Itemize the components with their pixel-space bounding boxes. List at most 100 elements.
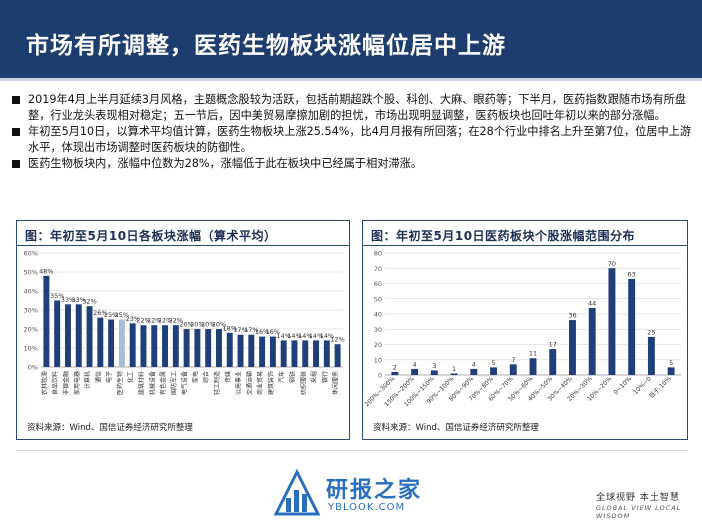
logo-url: YBLOOK.COM	[328, 502, 406, 513]
sector-gain-chart-panel: 图：年初至5月10日各板块涨幅（算术平均） 0% 10% 20% 30% 40% 50% 6…	[16, 220, 350, 440]
y-tick-label: 30	[374, 326, 382, 334]
data-label: 11	[529, 350, 537, 358]
x-tick-label: 非银金融	[62, 371, 70, 395]
data-label: 32%	[82, 298, 96, 306]
x-tick-label: 农林牧渔	[40, 371, 48, 395]
bullet-item: 2019年4月上半月延续3月风格，主题概念股较为活跃，包括前期超跌个股、科创、大…	[10, 92, 692, 124]
bullet-item: 年初至5月10日，以算术平均值计算，医药生物板块上涨25.54%，比4月月报有所…	[10, 124, 692, 156]
stock-distribution-chart-panel: 图：年初至5月10日医药板块个股涨幅范围分布 0 10 20 30 40 50 60 70 80…	[362, 220, 688, 440]
bar	[334, 344, 341, 367]
x-tick-label: 低于-10%	[647, 375, 672, 400]
x-tick-label: 采掘	[310, 371, 318, 383]
x-tick-label: 休闲服务	[332, 371, 340, 395]
y-tick-label: 20%	[24, 326, 38, 334]
x-tick-label: 商业贸易	[256, 371, 264, 395]
x-tick-label: 医药生物	[116, 371, 124, 395]
data-label: 20%	[179, 321, 193, 329]
logo-text: 研报之家	[326, 478, 423, 503]
y-tick-label: 0%	[28, 364, 38, 372]
square-bullet-icon	[12, 160, 20, 168]
bar	[54, 300, 61, 367]
bar	[313, 340, 320, 367]
bar	[259, 336, 266, 367]
bar	[549, 349, 557, 375]
logo-icon	[273, 468, 321, 516]
motto-en: GLOBAL VIEW LOCAL WISDOM	[596, 504, 682, 520]
data-label: 33%	[61, 296, 75, 304]
bar	[667, 367, 675, 375]
watermark-logo: 研报之家 YBLOOK.COM	[272, 468, 442, 520]
bar	[194, 329, 201, 367]
square-bullet-icon	[12, 128, 20, 136]
bar	[628, 278, 636, 375]
data-label: 17	[549, 341, 557, 349]
x-tick-label: 计算机	[84, 371, 92, 389]
data-label: 14%	[309, 332, 323, 340]
y-tick-label: 20	[374, 341, 382, 349]
data-label: 25	[647, 328, 655, 336]
data-label: 3	[432, 362, 436, 370]
bar	[323, 340, 330, 367]
bar	[588, 307, 596, 375]
chart-title: 图：年初至5月10日各板块涨幅（算术平均）	[25, 229, 277, 243]
data-label: 20%	[201, 321, 215, 329]
x-tick-label: 化工	[127, 371, 135, 383]
data-label: 22%	[147, 317, 161, 325]
data-label: 23%	[125, 315, 139, 323]
stock-distribution-chart: 010203040506070802200%~300%4150%~200%310…	[364, 250, 681, 408]
panel-divider	[17, 245, 349, 246]
x-tick-label: 电气设备	[181, 371, 189, 395]
bar	[151, 325, 158, 367]
data-label: 36	[568, 312, 576, 320]
bar	[64, 304, 71, 367]
motto: 全球视野 本土智慧	[596, 493, 680, 503]
slide-title: 市场有所调整，医药生物板块涨幅位居中上游	[26, 33, 506, 59]
x-tick-label: 银行	[321, 371, 329, 383]
y-tick-label: 60	[374, 280, 382, 288]
x-tick-label: 食品饮料	[51, 371, 59, 395]
bar	[450, 373, 458, 375]
data-label: 33%	[72, 296, 86, 304]
data-label: 2	[393, 363, 397, 371]
x-tick-label: 钢铁	[288, 371, 296, 383]
data-label: 63	[628, 270, 636, 278]
data-label: 22%	[136, 317, 150, 325]
chart-title: 图：年初至5月10日医药板块个股涨幅范围分布	[371, 229, 636, 243]
y-tick-label: 50	[374, 295, 382, 303]
x-tick-label: 电子	[105, 371, 113, 383]
square-bullet-icon	[12, 96, 20, 104]
chart-source: 资料来源：Wind、国信证券经济研究所整理	[27, 423, 193, 433]
data-label: 70	[608, 260, 616, 268]
bar	[569, 320, 576, 375]
data-label: 4	[472, 360, 476, 368]
bar	[269, 336, 276, 367]
x-tick-label: 国防军工	[170, 371, 178, 395]
data-label: 14%	[276, 332, 290, 340]
bar	[237, 334, 244, 367]
bar	[529, 358, 537, 375]
bar	[43, 275, 50, 367]
data-label: 22%	[169, 317, 183, 325]
data-label: 16%	[266, 328, 280, 336]
x-tick-label: 交通运输	[245, 371, 253, 395]
y-tick-label: 30%	[24, 307, 38, 315]
y-tick-label: 40%	[24, 288, 38, 296]
x-tick-label: 建筑材料	[137, 371, 145, 395]
bar	[86, 306, 93, 367]
y-tick-label: 80	[374, 250, 382, 258]
x-tick-label: 轻工制造	[213, 371, 221, 395]
bar	[411, 368, 419, 375]
bar	[75, 304, 82, 367]
bar	[248, 334, 255, 367]
data-label: 16%	[255, 328, 269, 336]
x-tick-label: 综合	[202, 371, 210, 383]
bar	[470, 368, 478, 375]
data-label: 35%	[50, 292, 64, 300]
bar	[129, 323, 136, 367]
y-tick-label: 0	[378, 372, 382, 380]
data-label: 5	[669, 359, 673, 367]
x-tick-label: 有色金属	[159, 371, 167, 395]
x-tick-label: 机械设备	[148, 371, 156, 395]
data-label: 17%	[233, 326, 247, 334]
data-label: 22%	[158, 317, 172, 325]
